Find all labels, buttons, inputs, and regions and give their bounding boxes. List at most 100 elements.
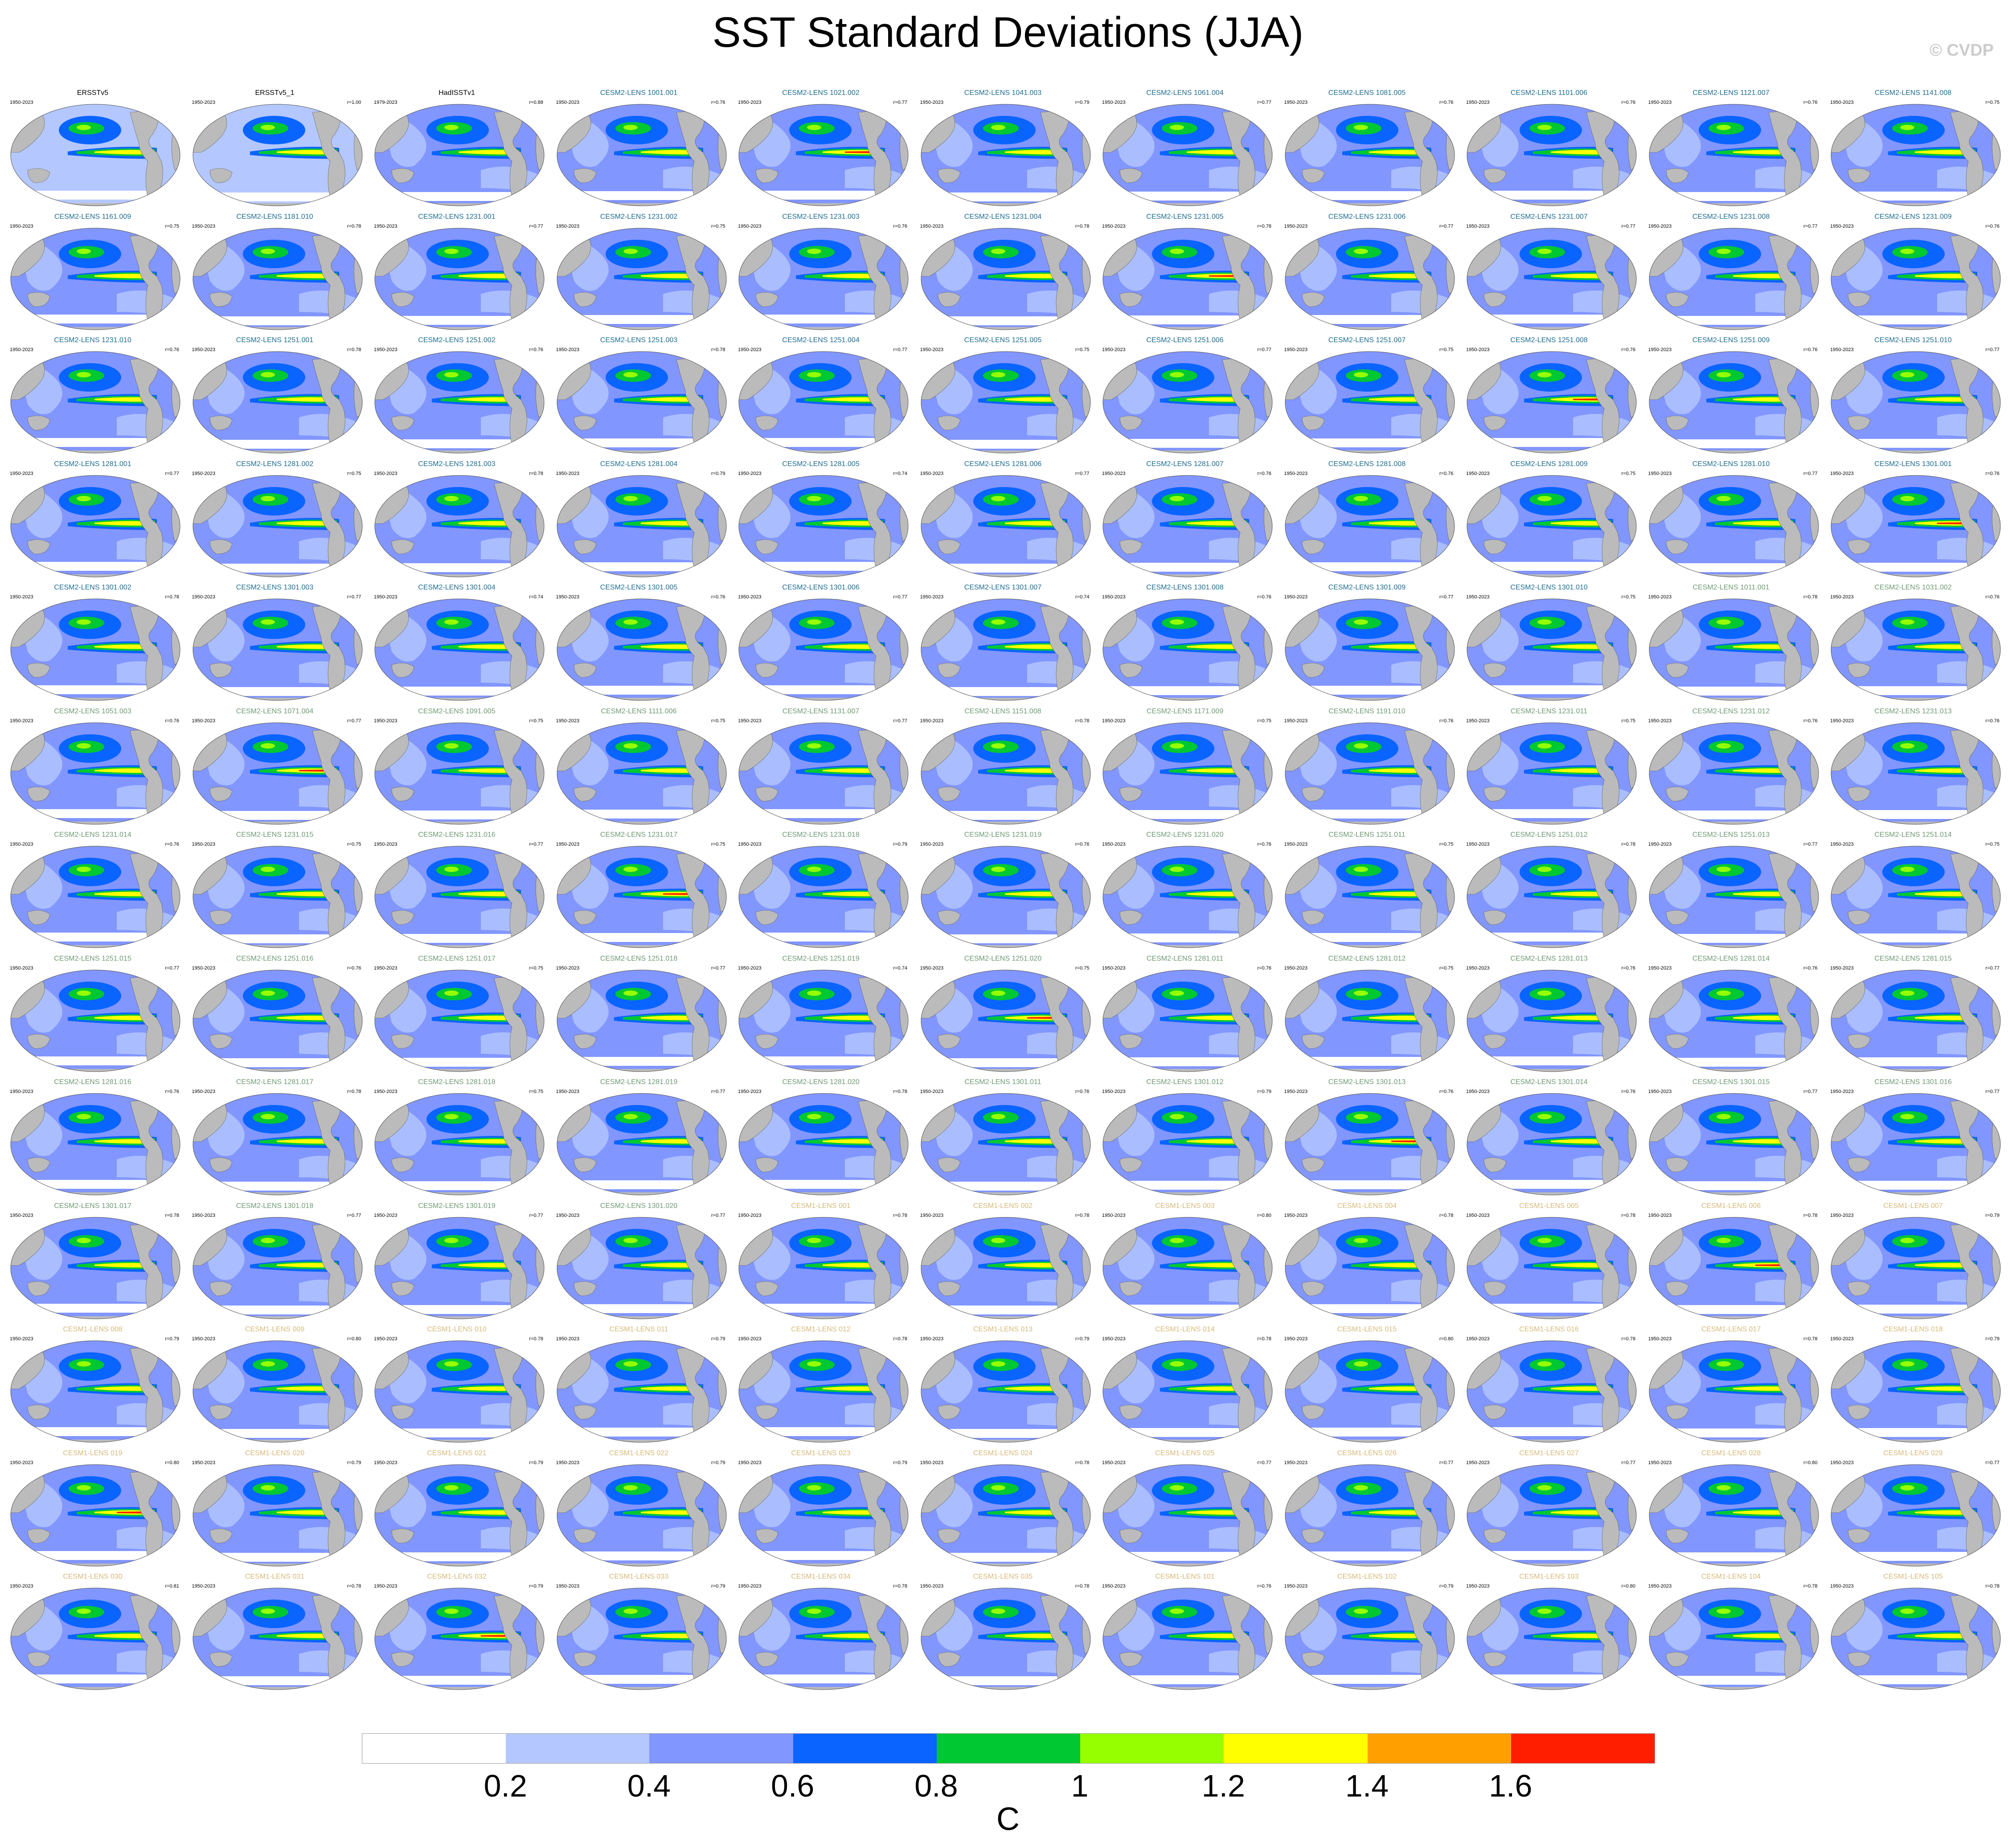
map-panel: CESM2-LENS 1231.012 1950-2023 r=0.76	[1642, 706, 1820, 827]
map-panel: CESM1-LENS 019 1950-2023 r=0.80	[4, 1448, 182, 1569]
panel-correlation: r=0.79	[711, 471, 725, 476]
panel-years: 1950-2023	[374, 1089, 397, 1094]
map-panel: CESM2-LENS 1301.020 1950-2023 r=0.77	[550, 1200, 728, 1322]
map-panel: CESM2-LENS 1281.013 1950-2023 r=0.76	[1460, 953, 1638, 1074]
panel-correlation: r=0.78	[347, 223, 361, 229]
panel-title: CESM2-LENS 1301.016	[1874, 1078, 1952, 1086]
panel-title: CESM2-LENS 1301.010	[1510, 584, 1588, 591]
panel-correlation: r=0.78	[1803, 1212, 1818, 1218]
panel-title: CESM1-LENS 023	[791, 1449, 851, 1457]
panel-correlation: r=0.77	[711, 1212, 725, 1218]
panel-title: CESM1-LENS 028	[1701, 1449, 1761, 1457]
panel-title: CESM2-LENS 1251.001	[236, 336, 314, 344]
map-panel: CESM2-LENS 1231.002 1950-2023 r=0.75	[550, 211, 728, 332]
panel-years: 1950-2023	[192, 471, 216, 476]
panel-years: 1950-2023	[1648, 100, 1672, 105]
panel-correlation: r=0.76	[165, 347, 180, 352]
map-panel: CESM1-LENS 105 1950-2023 r=0.78	[1824, 1571, 2002, 1692]
panel-title: CESM2-LENS 1301.002	[54, 584, 131, 591]
panel-years: 1950-2023	[1102, 471, 1126, 476]
panel-years: 1950-2023	[10, 471, 33, 476]
panel-title: CESM1-LENS 022	[609, 1449, 669, 1457]
panel-correlation: r=0.77	[1985, 965, 2000, 971]
panel-years: 1950-2023	[1102, 1336, 1126, 1342]
panel-correlation: r=0.79	[711, 1460, 725, 1465]
map-panel: CESM2-LENS 1231.007 1950-2023 r=0.77	[1460, 211, 1638, 332]
map-panel: CESM2-LENS 1041.003 1950-2023 r=0.79	[914, 87, 1092, 209]
panel-years: 1950-2023	[1648, 1212, 1672, 1218]
panel-correlation: r=0.78	[711, 347, 725, 352]
map-panel: CESM2-LENS 1281.007 1950-2023 r=0.76	[1096, 458, 1274, 580]
panel-years: 1950-2023	[1648, 1460, 1672, 1465]
panel-title: CESM2-LENS 1231.010	[54, 336, 131, 344]
map-panel: CESM2-LENS 1121.007 1950-2023 r=0.76	[1642, 87, 1820, 209]
panel-years: 1950-2023	[1466, 1336, 1490, 1342]
panel-title: CESM2-LENS 1301.003	[236, 584, 314, 591]
panel-title: CESM2-LENS 1281.008	[1328, 460, 1406, 468]
panel-years: 1950-2023	[374, 1460, 397, 1465]
panel-years: 1950-2023	[556, 842, 580, 847]
map-panel: CESM2-LENS 1301.015 1950-2023 r=0.77	[1642, 1076, 1820, 1198]
panel-correlation: r=0.80	[165, 1460, 180, 1465]
map-panel: CESM1-LENS 017 1950-2023 r=0.78	[1642, 1324, 1820, 1445]
panel-years: 1950-2023	[1648, 1089, 1672, 1094]
map-panel: CESM2-LENS 1281.015 1950-2023 r=0.77	[1824, 953, 2002, 1074]
map-panel: CESM2-LENS 1301.009 1950-2023 r=0.77	[1278, 582, 1456, 703]
panel-years: 1950-2023	[1466, 471, 1490, 476]
panel-years: 1950-2023	[1102, 842, 1126, 847]
panel-years: 1950-2023	[192, 1336, 216, 1342]
panel-correlation: r=0.78	[1075, 223, 1090, 229]
panel-title: CESM2-LENS 1181.010	[236, 213, 313, 221]
panel-correlation: r=0.75	[347, 842, 361, 847]
cvdp-credit: © CVDP	[1929, 41, 1994, 60]
panel-correlation: r=0.75	[1439, 842, 1454, 847]
panel-title: CESM2-LENS 1301.009	[1328, 584, 1406, 591]
map-panel: CESM1-LENS 028 1950-2023 r=0.80	[1642, 1448, 1820, 1569]
panel-correlation: r=0.78	[1803, 1336, 1818, 1342]
map-panel: CESM2-LENS 1301.011 1950-2023 r=0.76	[914, 1076, 1092, 1198]
map-panel: CESM2-LENS 1281.008 1950-2023 r=0.76	[1278, 458, 1456, 580]
panel-title: CESM2-LENS 1281.004	[600, 460, 678, 468]
panel-title: CESM2-LENS 1281.019	[600, 1078, 678, 1086]
panel-years: 1950-2023	[10, 1336, 33, 1342]
panel-title: CESM2-LENS 1281.001	[54, 460, 131, 468]
map-panel: CESM2-LENS 1301.014 1950-2023 r=0.76	[1460, 1076, 1638, 1198]
colorbar-box	[793, 1734, 937, 1763]
panel-correlation: r=0.77	[1439, 594, 1454, 600]
panel-title: CESM1-LENS 008	[63, 1326, 123, 1333]
map-panel: CESM1-LENS 018 1950-2023 r=0.79	[1824, 1324, 2002, 1445]
map-panel: CESM2-LENS 1301.005 1950-2023 r=0.76	[550, 582, 728, 703]
map-panel: CESM2-LENS 1281.020 1950-2023 r=0.78	[732, 1076, 910, 1198]
panel-years: 1950-2023	[738, 1336, 762, 1342]
colorbar-tick-label: 1	[1071, 1768, 1089, 1803]
panel-title: CESM2-LENS 1301.018	[236, 1202, 314, 1210]
panel-years: 1950-2023	[1466, 842, 1490, 847]
panel-correlation: r=0.76	[347, 965, 361, 971]
panel-correlation: r=0.79	[1985, 1212, 2000, 1218]
colorbar-box	[362, 1734, 506, 1763]
panel-title: CESM2-LENS 1101.006	[1510, 89, 1588, 97]
map-panel: CESM1-LENS 024 1950-2023 r=0.78	[914, 1448, 1092, 1569]
panel-correlation: r=0.74	[893, 471, 908, 476]
map-panel: CESM2-LENS 1281.019 1950-2023 r=0.77	[550, 1076, 728, 1198]
map-panel: CESM2-LENS 1301.004 1950-2023 r=0.74	[368, 582, 546, 703]
panel-title: CESM1-LENS 003	[1155, 1202, 1215, 1210]
panel-years: 1950-2023	[738, 1460, 762, 1465]
map-panel: CESM2-LENS 1301.007 1950-2023 r=0.74	[914, 582, 1092, 703]
panel-correlation: r=0.78	[1075, 718, 1090, 724]
panel-years: 1950-2023	[1466, 1212, 1490, 1218]
map-panel: CESM2-LENS 1251.019 1950-2023 r=0.74	[732, 953, 910, 1074]
panel-years: 1950-2023	[10, 223, 33, 229]
panel-years: 1950-2023	[10, 965, 33, 971]
panel-years: 1950-2023	[738, 347, 762, 352]
map-panel: CESM2-LENS 1281.006 1950-2023 r=0.77	[914, 458, 1092, 580]
panel-title: CESM2-LENS 1281.011	[1146, 954, 1224, 962]
panel-title: CESM2-LENS 1031.002	[1874, 584, 1952, 591]
panel-years: 1950-2023	[1466, 1089, 1490, 1094]
map-panel: CESM2-LENS 1231.006 1950-2023 r=0.77	[1278, 211, 1456, 332]
panel-title: CESM2-LENS 1251.007	[1328, 336, 1406, 344]
panel-correlation: r=0.77	[165, 965, 180, 971]
panel-correlation: r=0.79	[1075, 100, 1090, 105]
map-panel: CESM2-LENS 1251.008 1950-2023 r=0.76	[1460, 335, 1638, 456]
panel-title: CESM2-LENS 1191.010	[1328, 707, 1405, 715]
